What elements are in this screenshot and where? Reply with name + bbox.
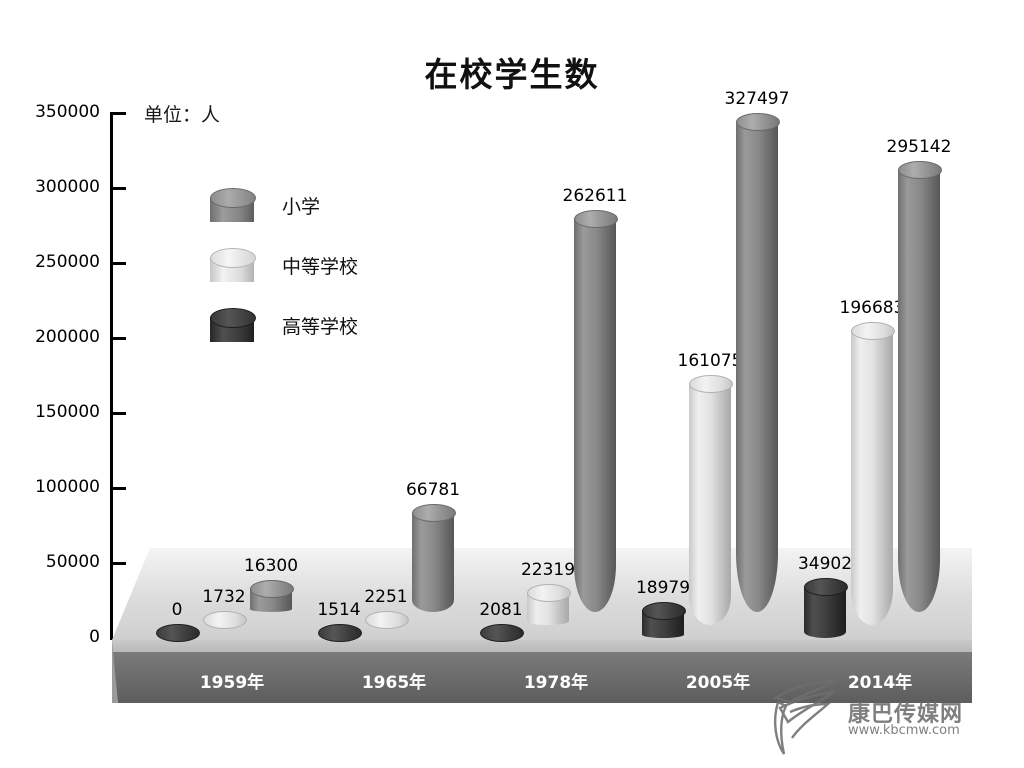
bar-body — [689, 383, 731, 625]
y-axis-tick — [110, 187, 126, 190]
bar[interactable] — [736, 112, 780, 612]
bar[interactable] — [851, 321, 895, 625]
bar-value-label: 196683 — [839, 297, 905, 318]
bar-value-label: 18979 — [635, 577, 691, 598]
bar-cap — [156, 624, 200, 642]
x-axis-category-label: 1959年 — [199, 673, 265, 693]
bar-value-label: 262611 — [562, 186, 628, 207]
bar-value-label: 16300 — [243, 555, 299, 576]
bar[interactable] — [365, 611, 409, 629]
x-axis-category-label: 2005年 — [685, 673, 751, 693]
bar-value-label: 1514 — [317, 600, 361, 620]
bar-value-label: 2081 — [479, 600, 523, 620]
bar-body — [736, 120, 778, 612]
bar-value-label: 161075 — [677, 351, 743, 372]
bar-value-label: 22319 — [520, 559, 576, 580]
y-axis-tick — [110, 562, 126, 565]
y-axis-tick — [110, 412, 126, 415]
legend-swatch-tertiary-icon — [210, 308, 256, 342]
bar-value-label: 34902 — [797, 553, 853, 574]
y-axis-label: 50000 — [45, 552, 100, 572]
bar-cap — [736, 112, 780, 131]
bar-value-label: 0 — [171, 600, 183, 620]
bar-cap — [527, 583, 571, 602]
bar-cap — [203, 611, 247, 629]
bar-cap — [642, 601, 686, 620]
x-axis-category-label: 1965年 — [361, 673, 427, 693]
legend-label-primary: 小学 — [282, 196, 321, 218]
bar[interactable] — [480, 624, 524, 642]
y-axis-label: 200000 — [35, 327, 100, 347]
bar-cap — [574, 210, 618, 229]
legend-label-tertiary: 高等学校 — [282, 316, 359, 338]
y-axis-label: 300000 — [35, 177, 100, 197]
bar-body — [574, 218, 616, 612]
y-axis-tick — [110, 262, 126, 265]
bar-body — [851, 329, 893, 625]
bar[interactable] — [412, 503, 456, 612]
unit-note: 单位：人 — [144, 104, 221, 126]
bar-value-label: 327497 — [724, 88, 790, 109]
bar-value-label: 295142 — [886, 137, 952, 158]
x-axis-category-label: 2014年 — [847, 673, 913, 693]
bar-cap — [250, 579, 294, 598]
bar-cap — [318, 624, 362, 642]
y-axis-tick — [110, 112, 126, 115]
bar-cap — [851, 321, 895, 340]
x-axis-category-label: 1978年 — [523, 673, 589, 693]
bar[interactable] — [804, 577, 848, 638]
y-axis-label: 150000 — [35, 402, 100, 422]
bar[interactable] — [527, 583, 571, 625]
y-axis-label: 350000 — [35, 102, 100, 122]
bar-cap — [689, 375, 733, 394]
y-axis-line — [110, 113, 113, 640]
legend-swatch-secondary-icon — [210, 248, 256, 282]
y-axis-label: 250000 — [35, 252, 100, 272]
bar[interactable] — [203, 611, 247, 629]
bar-body — [898, 169, 940, 612]
bar-body — [412, 511, 454, 612]
bar-cap — [898, 161, 942, 180]
bar[interactable] — [318, 624, 362, 642]
bar-cap — [804, 577, 848, 596]
legend-label-secondary: 中等学校 — [282, 256, 359, 278]
bar[interactable] — [250, 579, 294, 612]
chart-title: 在校学生数 — [424, 55, 600, 94]
bar-value-label: 2251 — [364, 587, 408, 607]
bar-value-label: 1732 — [202, 587, 246, 607]
y-axis-label: 0 — [89, 627, 100, 647]
bar-cap — [365, 611, 409, 629]
bar[interactable] — [898, 161, 942, 612]
bar-value-label: 66781 — [405, 479, 461, 500]
bar-cap — [412, 503, 456, 522]
bar-cap — [480, 624, 524, 642]
bar[interactable] — [689, 375, 733, 625]
y-axis-tick — [110, 337, 126, 340]
legend-swatch-primary-icon — [210, 188, 256, 222]
y-axis-tick — [110, 487, 126, 490]
bar[interactable] — [574, 210, 618, 612]
bar[interactable] — [642, 601, 686, 638]
bar[interactable] — [156, 624, 200, 642]
y-axis-label: 100000 — [35, 477, 100, 497]
